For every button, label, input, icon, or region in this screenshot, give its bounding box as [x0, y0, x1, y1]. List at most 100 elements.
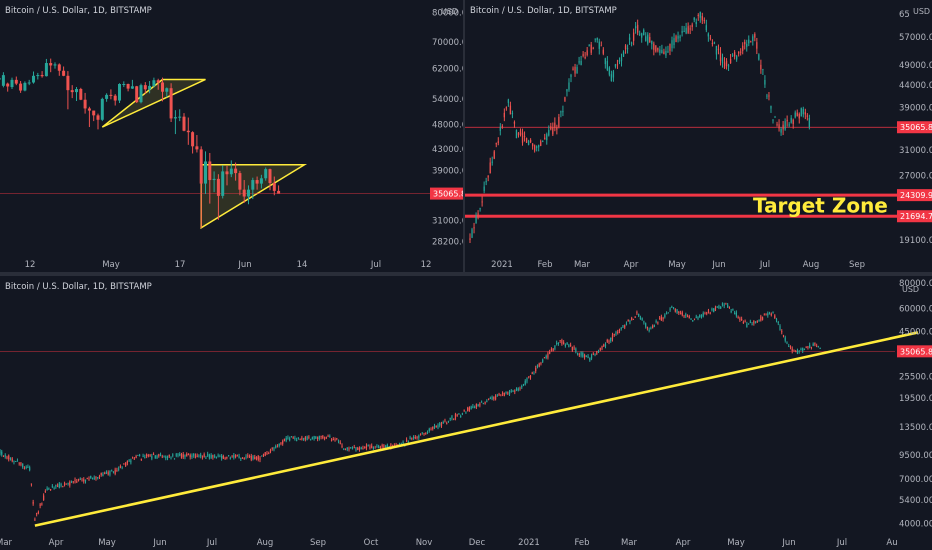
candle [137, 454, 139, 456]
candle [641, 33, 643, 38]
candle [92, 110, 96, 116]
candle [261, 455, 263, 457]
candle [782, 124, 784, 130]
candle [247, 455, 249, 457]
candle [451, 416, 453, 419]
y-tick-label: 4000.00 [899, 520, 932, 530]
candle [643, 29, 645, 36]
candle [383, 445, 385, 449]
candle [802, 108, 804, 115]
candle [122, 83, 126, 85]
candle [70, 90, 74, 93]
candle [51, 485, 53, 487]
candle [126, 461, 128, 464]
candle [40, 75, 44, 77]
candle [149, 454, 151, 457]
candle [172, 454, 174, 456]
candle [631, 317, 633, 320]
candle [803, 348, 806, 350]
candle [350, 447, 352, 449]
candle [598, 41, 600, 49]
candle [491, 396, 493, 400]
candle [254, 456, 256, 460]
candle [756, 42, 758, 49]
candlestick-chart[interactable]: 80000.00 60000.00 45000.00 35065.89 25500.00… [0, 276, 932, 550]
trendline [34, 331, 919, 527]
candle [649, 37, 651, 43]
candle [20, 462, 22, 465]
candle [683, 30, 685, 32]
panel-divider[interactable] [0, 272, 932, 276]
candle [546, 134, 548, 141]
candle [234, 168, 238, 174]
candle [796, 350, 799, 354]
candle [86, 478, 88, 480]
candle [637, 24, 639, 33]
candle [58, 483, 60, 488]
candle [599, 347, 601, 351]
candle [556, 127, 558, 130]
candle [691, 24, 693, 28]
y-tick-label: 28200.00 [432, 237, 463, 247]
candle [554, 345, 556, 349]
candle [362, 447, 364, 449]
candle [620, 57, 623, 62]
candlestick-chart[interactable]: Target Zone 65 57000.00 49000.00 44000.00 390… [465, 0, 932, 272]
candle [733, 52, 736, 57]
candle [233, 455, 235, 458]
candle [458, 413, 460, 415]
panel-divider[interactable] [463, 0, 465, 272]
candle [437, 425, 439, 428]
chart-panel-top-right[interactable]: Bitcoin / U.S. Dollar, 1D, BITSTAMP Targ… [465, 0, 932, 272]
candle [282, 440, 284, 444]
x-tick-label: May [668, 260, 686, 270]
price-tag-label: 35065.89 [900, 347, 932, 356]
candle [562, 111, 564, 113]
candle [264, 169, 268, 179]
candle [268, 452, 270, 454]
candle [123, 463, 125, 465]
candle [809, 344, 811, 348]
candle [37, 512, 39, 514]
chart-panel-bottom[interactable]: Bitcoin / U.S. Dollar, 1D, BITSTAMP 8000… [0, 276, 932, 550]
candle [723, 62, 726, 69]
candle [96, 115, 100, 120]
candle [423, 433, 425, 435]
candle [614, 64, 617, 67]
candle [62, 486, 64, 488]
candle [790, 117, 792, 123]
x-tick-label: Aug [803, 260, 820, 270]
candle [571, 346, 573, 351]
y-unit-label: USD [441, 7, 458, 16]
candle [25, 466, 27, 468]
candle [248, 456, 251, 458]
candle [468, 406, 471, 411]
candle [807, 346, 809, 349]
candle [495, 143, 497, 145]
candle [402, 441, 404, 445]
candle [542, 141, 544, 143]
candle [503, 392, 505, 396]
candle [514, 390, 516, 392]
candle [126, 83, 130, 89]
chart-panel-top-left[interactable]: Bitcoin / U.S. Dollar, 1D, BITSTAMP 8000… [0, 0, 463, 272]
candle [758, 54, 760, 60]
candlestick-chart[interactable]: 80000.00 70000.00 62000.00 54000.00 48000.00… [0, 0, 463, 272]
candle [498, 394, 500, 396]
candle [289, 438, 291, 441]
candle [275, 446, 277, 448]
candle [426, 431, 429, 433]
candle [474, 406, 476, 408]
candle [622, 325, 624, 328]
candle [655, 45, 657, 52]
candle [764, 79, 766, 85]
triangle-pattern [101, 78, 206, 128]
candle [570, 74, 572, 77]
candle [497, 141, 499, 143]
candle [620, 328, 622, 330]
candle [750, 41, 752, 43]
candle [133, 458, 135, 460]
candle [135, 455, 137, 458]
candle [641, 318, 643, 321]
candle [582, 54, 584, 56]
